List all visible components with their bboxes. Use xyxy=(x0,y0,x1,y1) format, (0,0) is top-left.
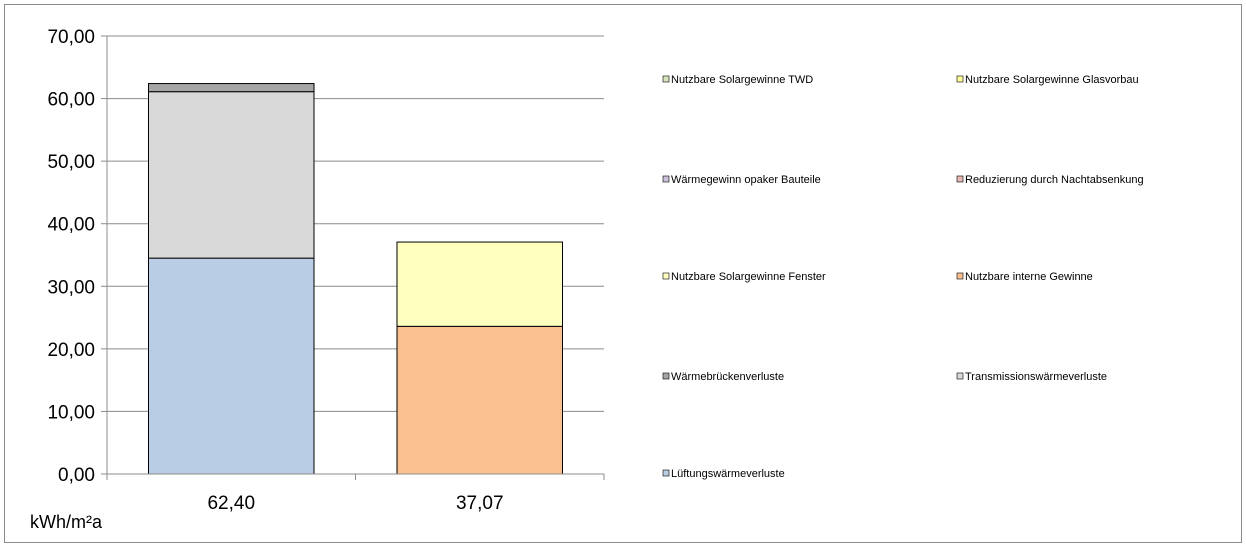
legend-item: Lüftungswärmeverluste xyxy=(662,468,785,480)
x-category-labels: 62,40 37,07 xyxy=(207,493,503,514)
legend-swatch xyxy=(956,272,964,280)
legend-swatch xyxy=(662,175,670,183)
legend-item: Wärmegewinn opaker Bauteile xyxy=(662,174,821,186)
y-tick-label: 20,00 xyxy=(47,340,95,361)
legend-label: Nutzbare Solargewinne Fenster xyxy=(671,271,826,283)
legend-label: Transmissionswärmeverluste xyxy=(965,371,1107,383)
legend-label: Nutzbare Solargewinne Glasvorbau xyxy=(965,74,1139,86)
y-tick-label: 30,00 xyxy=(47,277,95,298)
x-category-label: 37,07 xyxy=(456,493,504,514)
bar-segment xyxy=(147,91,315,259)
y-tick-label: 50,00 xyxy=(47,152,95,173)
legend-swatch xyxy=(662,272,670,280)
legend-item: Wärmebrückenverluste xyxy=(662,371,784,383)
axes xyxy=(101,35,605,480)
legend-item: Nutzbare Solargewinne Fenster xyxy=(662,271,826,283)
y-tick-label: 70,00 xyxy=(47,27,95,48)
y-tick-label: 0,00 xyxy=(58,465,95,486)
legend-swatch xyxy=(956,372,964,380)
y-tick-label: 60,00 xyxy=(47,90,95,111)
legend-item: Nutzbare interne Gewinne xyxy=(956,271,1093,283)
legend-label: Wärmebrückenverluste xyxy=(671,371,784,383)
legend-swatch xyxy=(662,75,670,83)
y-unit-label: kWh/m²a xyxy=(30,512,103,532)
legend-swatch xyxy=(662,372,670,380)
legend-item: Transmissionswärmeverluste xyxy=(956,371,1107,383)
legend-item: Reduzierung durch Nachtabsenkung xyxy=(956,174,1144,186)
legend-swatch xyxy=(956,175,964,183)
legend: Nutzbare Solargewinne TWD Nutzbare Solarg… xyxy=(662,74,1144,480)
y-tick-label: 10,00 xyxy=(47,402,95,423)
legend-label: Wärmegewinn opaker Bauteile xyxy=(671,174,821,186)
legend-item: Nutzbare Solargewinne TWD xyxy=(662,74,813,86)
legend-label: Nutzbare interne Gewinne xyxy=(965,271,1093,283)
legend-label: Nutzbare Solargewinne TWD xyxy=(671,74,813,86)
legend-swatch xyxy=(956,75,964,83)
bar-segment xyxy=(396,241,564,327)
bar-segment xyxy=(147,257,315,475)
x-category-label: 62,40 xyxy=(207,493,255,514)
legend-item: Nutzbare Solargewinne Glasvorbau xyxy=(956,74,1139,86)
y-tick-label: 40,00 xyxy=(47,215,95,236)
legend-label: Reduzierung durch Nachtabsenkung xyxy=(965,174,1144,186)
y-tick-labels: 0,00 10,00 20,00 30,00 40,00 50,00 60,00 70,00 xyxy=(47,27,95,486)
legend-label: Lüftungswärmeverluste xyxy=(671,468,785,480)
bars xyxy=(147,83,564,475)
bar-segment xyxy=(396,325,564,475)
bar-segment xyxy=(147,83,315,93)
legend-swatch xyxy=(662,469,670,477)
